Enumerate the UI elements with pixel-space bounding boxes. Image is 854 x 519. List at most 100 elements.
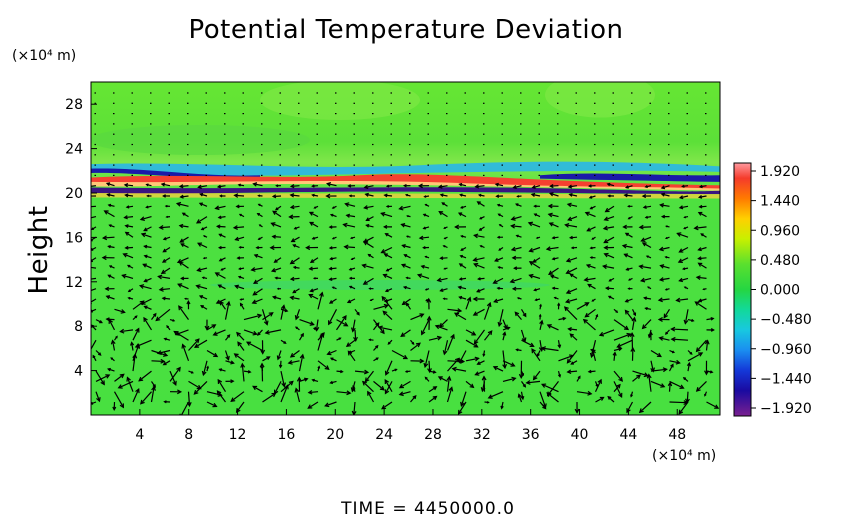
wind-vector-head: [710, 316, 715, 321]
wind-vector: [197, 267, 208, 272]
wind-vector: [206, 401, 217, 407]
wind-vector-head: [217, 284, 222, 289]
wind-vector: [510, 277, 522, 283]
wind-vector-head: [432, 386, 438, 391]
wind-vector: [381, 401, 393, 410]
wind-vector-head: [657, 297, 663, 303]
wind-vector: [438, 376, 448, 382]
wind-vector: [660, 277, 670, 281]
wind-vector-head: [525, 380, 531, 385]
wind-vector-head: [427, 368, 432, 374]
wind-vector: [475, 370, 485, 376]
wind-vector-head: [398, 205, 404, 211]
wind-vector: [251, 267, 263, 271]
wind-vector: [114, 308, 125, 313]
wind-vector-head: [602, 225, 608, 231]
wind-vector-head: [289, 259, 295, 265]
x-tick-label: 8: [184, 427, 193, 443]
wind-vector-head: [134, 315, 138, 319]
wind-vector: [310, 257, 319, 263]
wind-vector: [399, 380, 411, 389]
x-tick-label: 40: [571, 427, 589, 443]
wind-vector: [381, 212, 393, 218]
wind-vector-head: [584, 312, 590, 318]
wind-vector: [669, 360, 680, 364]
wind-vector: [157, 349, 171, 354]
wind-vector-head: [565, 257, 571, 263]
wind-vector-head: [569, 333, 575, 338]
wind-vector-head: [218, 258, 223, 262]
wind-vector-head: [698, 184, 703, 189]
wind-vector: [206, 349, 218, 357]
wind-vector: [437, 277, 448, 282]
wind-vector: [494, 257, 504, 262]
wind-vector-head: [548, 270, 554, 276]
wind-vector-head: [362, 240, 368, 246]
wind-vector: [138, 370, 152, 382]
wind-vector-head: [604, 207, 610, 213]
wind-vector-head: [271, 392, 277, 398]
wind-vector-head: [87, 194, 90, 197]
wind-vector-head: [195, 219, 202, 224]
wind-vector: [95, 391, 101, 402]
wind-vector-head: [401, 243, 406, 249]
wind-vector: [317, 360, 330, 370]
wind-vector: [671, 328, 689, 331]
wind-vector-head: [422, 213, 427, 217]
wind-vector-head: [678, 409, 684, 415]
wind-vector-head: [180, 243, 185, 247]
wind-vector-head: [156, 350, 162, 356]
wind-vector-head: [294, 387, 300, 393]
wind-vector: [241, 363, 245, 382]
wind-vector-head: [515, 348, 519, 352]
wind-vector-head: [486, 301, 492, 308]
wind-vector-head: [604, 286, 610, 291]
wind-vector-head: [126, 264, 131, 268]
wind-vector-head: [151, 385, 156, 391]
wind-vector-head: [230, 379, 235, 384]
wind-vector: [271, 267, 282, 272]
chart-title: Potential Temperature Deviation: [189, 15, 624, 45]
wind-vector-head: [422, 226, 426, 230]
wind-vector-head: [348, 285, 353, 289]
wind-vector-head: [342, 222, 348, 228]
wind-vector: [446, 387, 453, 403]
wind-vector-head: [369, 299, 372, 302]
wind-vector: [473, 308, 485, 316]
wind-vector-head: [398, 391, 404, 397]
wind-vector: [272, 235, 282, 238]
wind-vector: [194, 339, 208, 348]
wind-vector-head: [215, 224, 221, 229]
wind-vector: [123, 253, 134, 259]
wind-vector: [676, 298, 689, 302]
wind-vector: [439, 319, 448, 328]
wind-vector-head: [382, 310, 388, 316]
wind-vector-head: [352, 384, 356, 389]
wind-vector: [595, 396, 604, 403]
wind-vector-head: [140, 232, 147, 238]
wind-vector-head: [289, 276, 295, 282]
wind-vector-head: [307, 390, 313, 395]
wind-vector: [309, 211, 319, 218]
wind-vector-head: [299, 353, 305, 359]
wind-vector-head: [232, 225, 238, 230]
wind-vector-head: [105, 295, 111, 300]
wind-vector-head: [230, 397, 236, 403]
wind-vector-head: [686, 361, 692, 367]
wind-vector-head: [292, 289, 297, 294]
wind-vector-head: [678, 248, 684, 253]
wind-vector-head: [628, 278, 631, 281]
wind-vector-head: [166, 325, 170, 329]
wind-vector-head: [458, 263, 463, 267]
wind-vector-head: [520, 395, 525, 401]
wind-vector-head: [498, 248, 502, 251]
wind-vector-head: [152, 312, 157, 317]
wind-vector-head: [539, 319, 544, 325]
wind-vector-head: [533, 204, 537, 208]
wind-vector-head: [363, 205, 369, 210]
wind-vector-head: [531, 348, 536, 354]
wind-vector-head: [377, 325, 383, 331]
wind-vector-head: [419, 358, 425, 364]
wind-vector-head: [616, 343, 622, 348]
wind-vector-head: [459, 193, 463, 197]
